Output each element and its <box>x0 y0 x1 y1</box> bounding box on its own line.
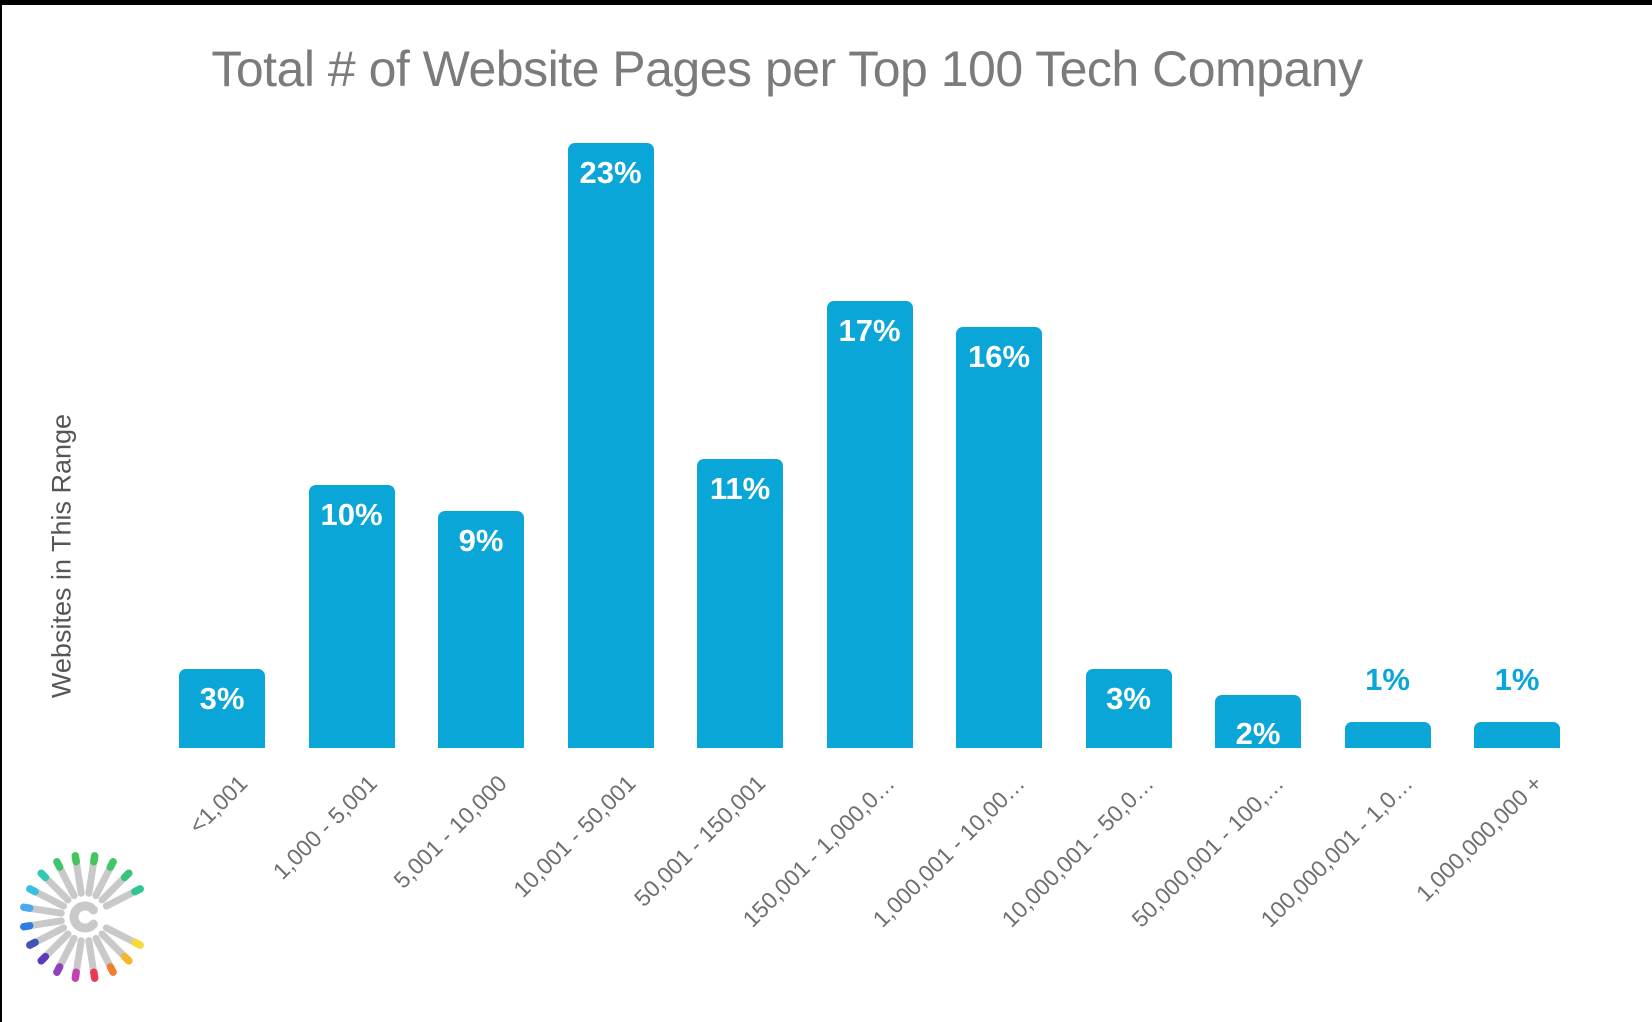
bar-value-label: 11% <box>709 471 771 506</box>
bar <box>826 301 913 748</box>
x-axis-tick-label: <1,001 <box>183 770 253 839</box>
bar-value-label: 1% <box>1494 662 1540 697</box>
bar <box>179 669 265 748</box>
bar-value-label: 3% <box>1106 681 1151 716</box>
logo-spoke <box>42 930 72 960</box>
bar <box>438 511 524 748</box>
logo-spoke-color-tip <box>37 952 50 965</box>
bar-value-label: 16% <box>967 339 1031 374</box>
logo-spoke <box>32 924 68 946</box>
logo-spoke <box>42 874 72 904</box>
bar <box>308 485 395 748</box>
x-axis-tick-label: 5,001 - 10,000 <box>388 770 512 894</box>
x-axis-tick-label: 10,001 - 50,001 <box>508 770 641 903</box>
logo-spoke-color-tip <box>53 963 64 976</box>
bar-value-label: 23% <box>579 155 642 190</box>
logo-spoke <box>72 937 85 975</box>
bar <box>1215 695 1301 748</box>
logo-spoke-color-tip <box>26 938 39 949</box>
bar-value-label: 3% <box>199 681 245 716</box>
logo-spoke-color-tip <box>20 922 34 931</box>
logo-spoke-color-tip <box>71 968 80 982</box>
logo-spoke <box>102 924 138 946</box>
logo-spoke-color-tip <box>71 852 80 866</box>
bar-value-label: 17% <box>838 313 901 348</box>
logo-spoke <box>102 888 138 910</box>
x-axis-tick-label: 1,000,000,000 + <box>1410 770 1548 907</box>
logo-spoke-color-tip <box>53 858 64 871</box>
logo-spoke-color-tip <box>90 852 99 866</box>
bar-value-label: 1% <box>1365 662 1410 697</box>
bar <box>956 327 1042 748</box>
logo-spoke <box>27 904 65 917</box>
bar <box>1344 722 1431 748</box>
bar <box>697 459 783 748</box>
logo-spoke-color-tip <box>131 938 144 949</box>
x-axis-tick-label: 50,001 - 150,001 <box>629 770 771 912</box>
logo-spoke <box>92 934 114 970</box>
logo-spoke <box>98 874 128 904</box>
bar <box>1474 722 1560 748</box>
bar-value-label: 10% <box>320 497 383 532</box>
logo-spoke-color-tip <box>120 869 133 882</box>
logo-spoke <box>72 859 85 897</box>
logo-center-c <box>69 901 98 933</box>
screenshot-top-edge <box>0 0 1652 5</box>
logo-spoke-color-tip <box>106 963 117 976</box>
x-axis-tick-label: 1,000 - 5,001 <box>267 770 382 885</box>
screenshot-left-edge <box>0 0 2 1022</box>
bar <box>567 143 654 748</box>
rainbow-burst-logo <box>20 852 144 982</box>
bar-value-label: 2% <box>1235 716 1281 751</box>
bar <box>1085 669 1172 748</box>
logo-spoke <box>92 864 114 900</box>
bar-value-label: 9% <box>458 523 504 558</box>
logo-spoke <box>85 937 98 975</box>
logo-spoke-color-tip <box>37 869 50 882</box>
logo-spoke-color-tip <box>20 903 34 912</box>
logo-spoke-color-tip <box>131 885 144 896</box>
logo-spoke <box>85 859 98 897</box>
logo-spoke <box>27 917 65 930</box>
logo-spoke-color-tip <box>120 952 133 965</box>
chart-title: Total # of Website Pages per Top 100 Tec… <box>211 41 1363 97</box>
logo-spoke <box>98 930 128 960</box>
logo-spoke <box>56 934 78 970</box>
logo-spoke-color-tip <box>106 858 117 871</box>
logo-spoke <box>56 864 78 900</box>
logo-spoke-color-tip <box>26 885 39 896</box>
logo-spoke <box>32 888 68 910</box>
logo-spoke-color-tip <box>90 968 99 982</box>
